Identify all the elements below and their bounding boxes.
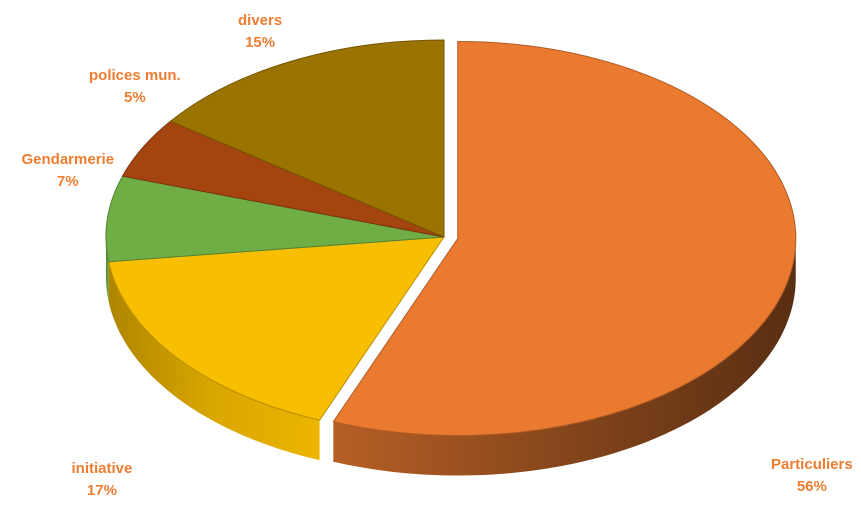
data-label-category: Gendarmerie: [21, 151, 115, 168]
pie-slice-side-particuliers: [333, 238, 796, 476]
data-label-category: polices mun.: [89, 67, 181, 84]
pie-tops: [105, 39, 797, 437]
data-label-category: initiative: [71, 460, 133, 477]
data-label-category: Particuliers: [771, 456, 853, 473]
pie-slice-gendarmerie: [105, 175, 445, 263]
data-label-particuliers: Particuliers 56%: [771, 454, 853, 498]
pie-slice-divers: [170, 39, 445, 238]
data-label-percent: 7%: [56, 173, 79, 190]
pie-slice-initiative: [108, 236, 445, 421]
data-label-gendarmerie: Gendarmerie 7%: [22, 149, 115, 193]
data-label-percent: 56%: [796, 478, 827, 495]
data-label-percent: 15%: [245, 34, 276, 51]
data-label-initiative: initiative 17%: [72, 458, 133, 502]
data-label-percent: 5%: [124, 89, 146, 106]
data-label-percent: 17%: [86, 482, 117, 499]
pie-slice-side-initiative: [108, 261, 320, 461]
data-label-category: divers: [238, 12, 283, 29]
data-label-polices-mun: polices mun. 5%: [89, 65, 181, 109]
data-label-divers: divers 15%: [238, 10, 282, 54]
pie-slice-particuliers: [332, 41, 797, 437]
